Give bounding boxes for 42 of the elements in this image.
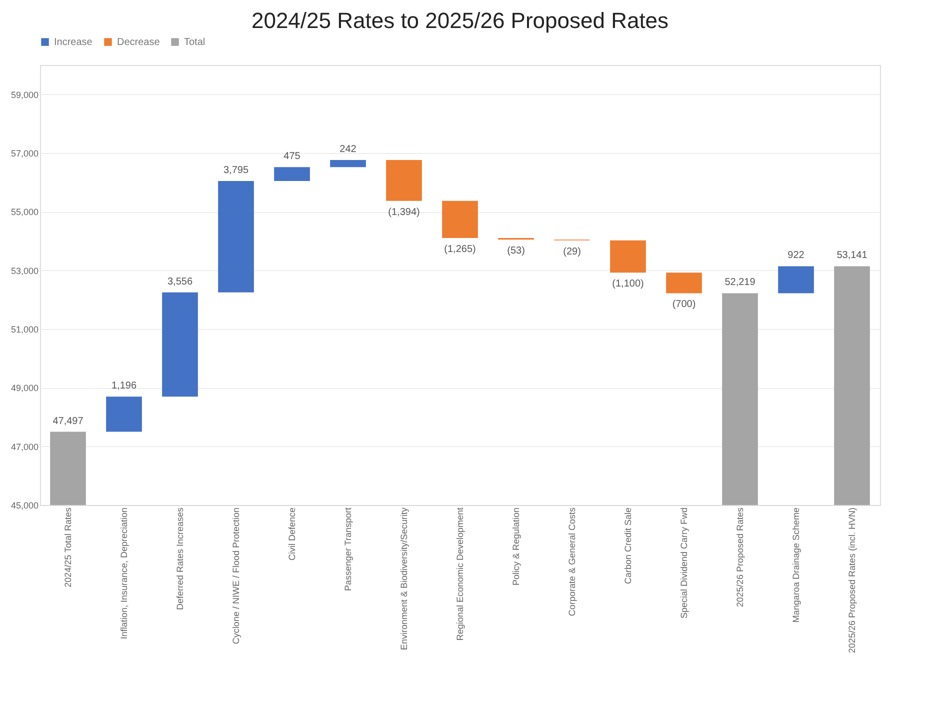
text: 53,141 — [836, 250, 868, 262]
y-tick-label: 57,000 — [10, 148, 38, 158]
y-tick-label: 53,000 — [10, 266, 38, 276]
x-tick-label: Passenger Transport — [343, 507, 353, 592]
text: (29) — [563, 246, 581, 258]
text: (700) — [672, 299, 696, 310]
x-tick-label: 2025/26 Proposed Rates (incl. HVN) — [847, 508, 857, 654]
y-tick-label: 47,000 — [10, 442, 38, 452]
x-tick-label: Corporate & General Costs — [567, 507, 577, 616]
text: 52,219 — [724, 277, 756, 288]
x-tick-label: Environment & Biodiversity/Security — [399, 507, 409, 650]
x-tick-label: Policy & Regulation — [511, 508, 521, 586]
x-tick-label: Deferred Rates Increases — [175, 507, 185, 610]
y-tick-label: 59,000 — [10, 90, 38, 100]
x-tick-label: Mangaroa Drainage Scheme — [791, 508, 801, 623]
x-tick-label: Inflation, Insurance, Depreciation — [119, 508, 129, 640]
legend-label: Decrease — [117, 37, 160, 48]
x-tick-label: Cyclone / NIWE / Flood Protection — [231, 508, 241, 644]
text: 242 — [340, 144, 356, 156]
text: (1,265) — [444, 244, 476, 256]
chart-title: 2024/25 Rates to 2025/26 Proposed Rates — [251, 8, 669, 33]
legend-label: Total — [184, 37, 206, 48]
x-tick-label: 2025/26 Proposed Rates — [735, 507, 745, 608]
text: (1,100) — [612, 278, 644, 290]
text: 922 — [788, 250, 804, 262]
y-tick-label: 45,000 — [10, 500, 38, 510]
y-tick-label: 49,000 — [10, 383, 38, 394]
x-tick-label: Civil Defence — [287, 508, 297, 561]
x-tick-label: Special Dividend Carry Fwd — [679, 508, 689, 619]
x-tick-label: Regional Economic Development — [455, 507, 465, 641]
text: 1,196 — [111, 380, 137, 392]
x-tick-label: Carbon Credit Sale — [623, 508, 633, 584]
text: 47,497 — [52, 416, 84, 427]
legend-label: Increase — [54, 37, 93, 48]
text: (53) — [507, 246, 525, 257]
y-tick-label: 51,000 — [10, 324, 38, 334]
text: 3,795 — [223, 165, 249, 176]
y-tick-label: 55,000 — [10, 207, 38, 218]
x-tick-label: 2024/25 Total Rates — [63, 507, 73, 588]
text: 475 — [284, 151, 300, 162]
text: 3,556 — [167, 276, 193, 288]
text: (1,394) — [388, 206, 420, 218]
